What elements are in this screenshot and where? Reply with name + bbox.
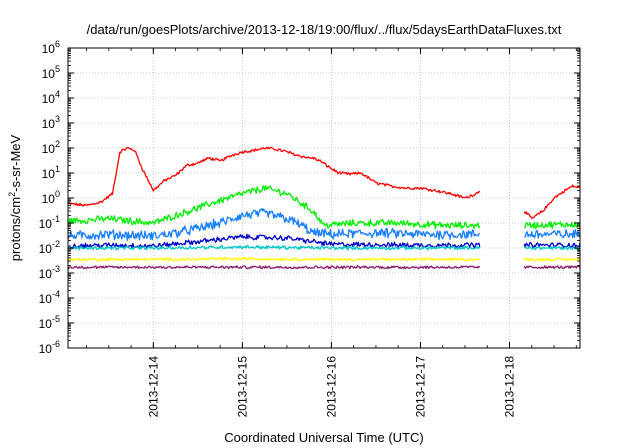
y-tick-base: 10	[39, 317, 53, 331]
x-tick-label: 2013-12-14	[146, 356, 160, 418]
y-tick-label: 105	[42, 64, 60, 81]
y-tick-base: 10	[39, 242, 53, 256]
series-5-line-segment-2	[523, 245, 581, 251]
y-tick-exponent: 3	[55, 114, 60, 124]
y-tick-label: 10-1	[39, 214, 60, 231]
y-tick-label: 102	[42, 139, 60, 156]
series-layer	[67, 146, 581, 270]
y-tick-exponent: -4	[52, 289, 60, 299]
y-axis-label-unit: protons/cm	[8, 197, 23, 261]
series-1-line-segment-2	[523, 184, 581, 219]
y-tick-exponent: -3	[52, 264, 60, 274]
y-tick-labels: 10-610-510-410-310-210-11001011021031041…	[39, 39, 60, 356]
series-2-line-segment-1	[67, 185, 481, 230]
series-1-line-segment-1	[67, 146, 481, 207]
series-6-line-segment-2	[523, 257, 581, 262]
y-tick-label: 100	[42, 189, 60, 206]
x-tick-label: 2013-12-15	[235, 356, 249, 418]
y-tick-base: 10	[42, 117, 56, 131]
y-axis-label-rest: -s-sr-MeV	[8, 134, 23, 191]
y-tick-exponent: -5	[52, 314, 60, 324]
y-axis-label: protons/cm2-s-sr-MeV	[7, 134, 23, 261]
y-tick-base: 10	[42, 67, 56, 81]
y-tick-label: 10-5	[39, 314, 60, 331]
y-tick-label: 101	[42, 164, 60, 181]
series-6-line-segment-1	[67, 256, 481, 262]
y-tick-base: 10	[42, 167, 56, 181]
tick-marks	[68, 47, 580, 349]
series-3-line-segment-1	[67, 207, 481, 242]
y-tick-exponent: 1	[55, 164, 60, 174]
y-tick-exponent: -2	[52, 239, 60, 249]
series-7-line-segment-1	[67, 265, 481, 270]
y-tick-label: 10-6	[39, 339, 60, 356]
y-tick-label: 103	[42, 114, 60, 131]
y-tick-exponent: 2	[55, 139, 60, 149]
y-tick-base: 10	[42, 42, 56, 56]
y-axis-label-exponent: 2	[7, 192, 17, 197]
x-tick-label: 2013-12-18	[503, 356, 517, 418]
y-tick-exponent: 6	[55, 39, 60, 49]
series-5-line-segment-1	[67, 244, 481, 251]
y-tick-exponent: 0	[55, 189, 60, 199]
y-tick-base: 10	[39, 292, 53, 306]
y-tick-base: 10	[39, 267, 53, 281]
y-tick-exponent: -6	[52, 339, 60, 349]
chart-title: /data/run/goesPlots/archive/2013-12-18/1…	[87, 22, 562, 37]
x-tick-label: 2013-12-17	[413, 356, 427, 418]
y-tick-base: 10	[42, 142, 56, 156]
y-tick-label: 10-4	[39, 289, 60, 306]
y-tick-base: 10	[39, 217, 53, 231]
series-3-line-segment-2	[523, 229, 581, 239]
y-tick-base: 10	[42, 92, 56, 106]
x-axis-label: Coordinated Universal Time (UTC)	[224, 430, 423, 445]
y-tick-label: 10-2	[39, 239, 60, 256]
series-2-line-segment-2	[523, 221, 581, 230]
y-tick-label: 106	[42, 39, 60, 56]
y-tick-label: 10-3	[39, 264, 60, 281]
y-tick-exponent: 5	[55, 64, 60, 74]
series-7-line-segment-2	[523, 265, 581, 270]
y-tick-exponent: -1	[52, 214, 60, 224]
y-tick-exponent: 4	[55, 89, 60, 99]
x-tick-labels: 2013-12-14 2013-12-15 2013-12-16 2013-12-17…	[146, 356, 516, 418]
y-tick-base: 10	[42, 192, 56, 206]
y-tick-base: 10	[39, 342, 53, 356]
y-tick-label: 104	[42, 89, 60, 106]
x-tick-label: 2013-12-16	[324, 356, 338, 418]
